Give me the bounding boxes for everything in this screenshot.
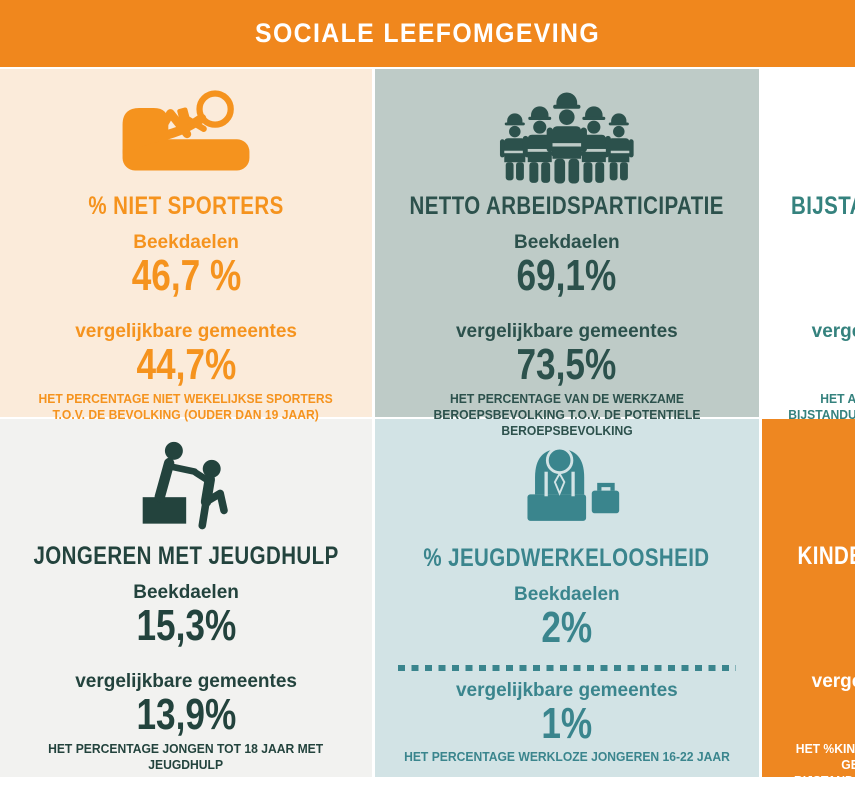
secondary-value: 13,9%	[136, 690, 236, 740]
panel-title: KINDEREN IN ARMOEDE	[797, 542, 855, 570]
secondary-label: vergelijkbare gemeentes	[75, 321, 297, 343]
primary-label: Beekdaelen	[133, 231, 239, 253]
primary-label: Beekdaelen	[514, 583, 620, 605]
panel-niet-sporters: % NIET SPORTERS Beekdaelen 46,7 % vergel…	[0, 69, 373, 422]
construction-workers-icon	[494, 81, 640, 185]
unemployed-person-icon	[501, 431, 633, 537]
panel-footnote: HET PERCENTAGE NIET WEKELIJKSE SPORTERS …	[38, 392, 334, 422]
primary-label: Beekdaelen	[514, 231, 620, 253]
panel-title: NETTO ARBEIDSPARTICIPATIE	[409, 192, 725, 220]
panel-title: % NIET SPORTERS	[88, 192, 284, 220]
secondary-label: vergelijkbare gemeentes	[75, 671, 297, 693]
panel-bijstandsuitkeringen: $ BIJSTANDSUITKERINGEN Beekdaelen 189,2 …	[761, 69, 855, 422]
secondary-label: vergelijkbare gemeentes	[811, 321, 855, 343]
panel-arbeidsparticipatie: NETTO ARBEIDSPARTICIPATIE Beekdaelen 69,…	[375, 69, 759, 438]
primary-label: Beekdaelen	[133, 581, 239, 603]
panel-title: JONGEREN MET JEUGDHULP	[33, 542, 339, 570]
primary-value: 15,3%	[136, 600, 236, 650]
couch-person-icon	[108, 81, 264, 185]
panel-footnote: HET PERCENTAGE WERKLOZE JONGEREN 16-22 J…	[403, 750, 730, 765]
page-title: SOCIALE LEEFOMGEVING	[254, 18, 601, 48]
dotted-divider	[398, 664, 736, 671]
panel-footnote: HET AANTAL PERSONEN MET EEN BIJSTANDUITK…	[788, 392, 855, 422]
panel-footnote: HET PERCENTAGE JONGEN TOT 18 JAAR MET JE…	[48, 742, 324, 772]
secondary-label: vergelijkbare gemeentes	[455, 679, 678, 701]
panel-kinderen-armoede: KINDEREN IN ARMOEDE Beekdaelen 4,0% verg…	[761, 419, 855, 788]
panel-footnote: HET PERCENTAGE VAN DE WERKZAME BEROEPSBE…	[433, 392, 701, 438]
panel-jongeren-jeugdhulp: JONGEREN MET JEUGDHULP Beekdaelen 15,3% …	[0, 419, 373, 777]
panel-title: % JEUGDWERKELOOSHEID	[423, 544, 710, 573]
secondary-label: vergelijkbare gemeentes	[455, 321, 678, 343]
secondary-value: 1%	[541, 698, 593, 748]
panel-title: BIJSTANDSUITKERINGEN	[790, 192, 855, 220]
secondary-label: vergelijkbare gemeentes	[811, 671, 855, 693]
primary-value: 2%	[541, 602, 593, 652]
panel-footnote: HET %KINDEREN TOT 18 JAAR DAT IN EEN GEZ…	[793, 742, 855, 788]
helping-hand-up-icon	[120, 431, 252, 535]
panel-grid: % NIET SPORTERS Beekdaelen 46,7 % vergel…	[0, 69, 855, 788]
primary-value: 69,1%	[516, 250, 617, 300]
panel-jeugdwerkeloosheid: % JEUGDWERKELOOSHEID Beekdaelen 2% verge…	[375, 419, 759, 777]
header-bar: SOCIALE LEEFOMGEVING	[0, 0, 855, 67]
secondary-value: 73,5%	[516, 340, 617, 390]
primary-value: 46,7 %	[131, 250, 241, 300]
secondary-value: 44,7%	[136, 340, 236, 390]
